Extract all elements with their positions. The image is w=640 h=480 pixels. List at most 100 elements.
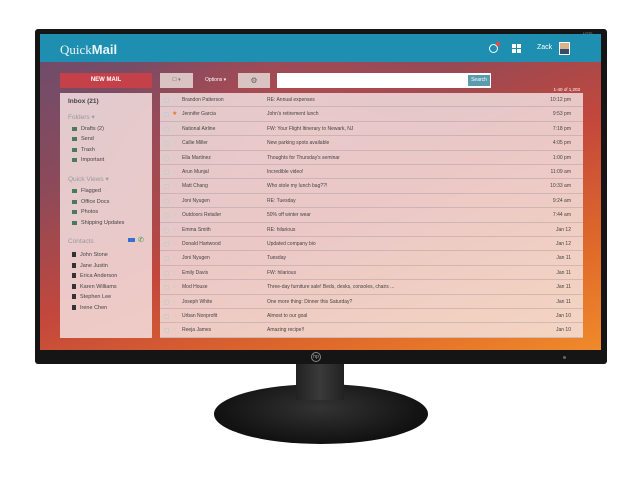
email-date: Jan 11	[556, 255, 571, 262]
row-checkbox[interactable]	[164, 155, 169, 161]
email-row[interactable]: ☆ Outdoors Retailer 50% off winter wear …	[160, 208, 583, 223]
email-row[interactable]: ☆ Urban Nonprofit Almost to our goal Jan…	[160, 309, 583, 324]
row-checkbox[interactable]	[164, 126, 169, 132]
star-icon[interactable]: ☆	[172, 140, 178, 147]
contact-item[interactable]: Jane Justin	[72, 263, 108, 269]
quick-views-heading[interactable]: Quick Views ▾	[68, 176, 109, 183]
star-icon[interactable]: ☆	[172, 125, 178, 132]
row-checkbox[interactable]	[164, 170, 169, 175]
row-checkbox[interactable]	[164, 227, 169, 233]
contact-item[interactable]: Irene Chen	[72, 305, 107, 311]
options-menu[interactable]: Options ▾	[205, 77, 227, 83]
contact-item[interactable]: Erica Anderson	[72, 273, 117, 279]
app-logo[interactable]: QuickMail	[60, 42, 118, 57]
email-subject: RE: Annual expenses	[267, 97, 315, 103]
email-row[interactable]: ☆ Arun Munjal Incredible video! 11:09 am	[160, 165, 583, 180]
row-checkbox[interactable]	[164, 270, 169, 276]
email-row[interactable]: ☆ Ella Martinez Thoughts for Thursday's …	[160, 151, 583, 165]
email-subject: Who stole my lunch bag??!	[267, 183, 328, 190]
email-row[interactable]: ☆ Emily Davis FW: hilarious Jan 11	[160, 266, 583, 281]
star-icon[interactable]: ☆	[172, 298, 178, 305]
pagination-count: 1-40 of 1,203	[553, 87, 580, 92]
search-input[interactable]	[277, 73, 491, 88]
email-row[interactable]: ☆ Emma Smith RE: hilarious Jan 12	[160, 223, 583, 237]
power-button[interactable]	[563, 356, 566, 359]
star-icon[interactable]: ☆	[172, 241, 178, 247]
row-checkbox[interactable]	[164, 314, 169, 319]
quick-view-item[interactable]: Flagged	[72, 188, 101, 194]
email-date: 9:24 am	[552, 197, 571, 204]
quick-view-item[interactable]: Office Docs	[72, 199, 109, 205]
row-checkbox[interactable]	[164, 98, 169, 103]
folder-icon	[72, 126, 77, 131]
email-row[interactable]: ☆ Brandon Patterson RE: Annual expenses …	[160, 93, 583, 108]
star-icon[interactable]: ☆	[172, 327, 178, 334]
email-sender: Ella Martinez	[182, 154, 211, 161]
email-row[interactable]: ☆ Reeja James Amazing recipe!! Jan 10	[160, 323, 583, 338]
row-checkbox[interactable]	[164, 242, 169, 247]
email-row[interactable]: ☆ Joni Nyugen Tuesday Jan 11	[160, 251, 583, 266]
email-row[interactable]: ☆ Joni Nyugen RE: Tuesday 9:24 am	[160, 194, 583, 209]
star-icon[interactable]: ☆	[172, 154, 178, 161]
folders-heading[interactable]: Folders ▾	[68, 114, 95, 121]
row-checkbox[interactable]	[164, 184, 169, 190]
apps-icon[interactable]	[512, 44, 521, 53]
row-checkbox[interactable]	[164, 213, 169, 219]
email-date: Jan 11	[556, 298, 571, 305]
email-subject: Thoughts for Thursday's seminar	[267, 154, 340, 161]
email-row[interactable]: ☆ Joseph White One more thing: Dinner th…	[160, 295, 583, 309]
quick-view-item[interactable]: Shipping Updates	[72, 220, 124, 226]
row-checkbox[interactable]	[164, 141, 169, 147]
gear-icon[interactable]: ⚙	[238, 73, 270, 88]
select-all-dropdown[interactable]: ☐ ▾	[160, 73, 193, 88]
star-icon[interactable]: ☆	[172, 269, 178, 276]
star-icon[interactable]: ☆	[172, 97, 178, 103]
folder-item[interactable]: Important	[72, 157, 104, 163]
phone-icon[interactable]: ✆	[138, 237, 144, 244]
email-row[interactable]: ★ Jennifer Garcia John's retirement lunc…	[160, 107, 583, 122]
email-row[interactable]: ☆ National Airline FW: Your Flight Itine…	[160, 122, 583, 137]
search-button[interactable]: Search	[468, 75, 490, 86]
trash-icon	[72, 147, 77, 152]
star-icon[interactable]: ★	[172, 111, 178, 118]
star-icon[interactable]: ☆	[172, 212, 178, 219]
folder-item[interactable]: Send	[72, 136, 94, 142]
row-checkbox[interactable]	[164, 285, 169, 291]
row-checkbox[interactable]	[164, 256, 169, 262]
email-date: 7:44 am	[552, 212, 571, 219]
email-subject: Tuesday	[267, 255, 286, 262]
quick-view-item[interactable]: Photos	[72, 209, 98, 215]
row-checkbox[interactable]	[164, 112, 169, 118]
email-date: 10:12 pm	[550, 97, 571, 103]
row-checkbox[interactable]	[164, 299, 169, 305]
new-mail-button[interactable]: NEW MAIL	[60, 73, 152, 88]
star-icon[interactable]: ☆	[172, 169, 178, 175]
email-row[interactable]: ☆ Donald Hartwood Updated company bio Ja…	[160, 237, 583, 252]
star-icon[interactable]: ☆	[172, 183, 178, 190]
email-subject: One more thing: Dinner this Saturday?	[267, 298, 353, 305]
contact-item[interactable]: Stephen Lee	[72, 294, 111, 300]
email-row[interactable]: ☆ Callie Miller New parking spots availa…	[160, 136, 583, 151]
star-icon[interactable]: ☆	[172, 255, 178, 262]
star-icon[interactable]: ☆	[172, 284, 178, 291]
contact-item[interactable]: Karen Williams	[72, 284, 117, 290]
row-checkbox[interactable]	[164, 198, 169, 204]
email-row[interactable]: ☆ Matt Chang Who stole my lunch bag??! 1…	[160, 179, 583, 194]
notification-icon[interactable]	[489, 42, 500, 53]
email-row[interactable]: ☆ Mod House Three-day furniture sale! Be…	[160, 280, 583, 295]
contact-item[interactable]: John Stone	[72, 252, 108, 258]
folder-item[interactable]: Trash	[72, 147, 95, 153]
email-subject: John's retirement lunch	[267, 111, 319, 118]
star-icon[interactable]: ☆	[172, 226, 178, 233]
email-sender: Donald Hartwood	[182, 241, 221, 247]
email-date: Jan 11	[556, 284, 571, 291]
avatar[interactable]	[559, 42, 570, 55]
user-name[interactable]: Zack	[537, 44, 553, 51]
sidebar-inbox[interactable]: Inbox (21)	[68, 98, 99, 105]
folder-item[interactable]: Drafts (2)	[72, 126, 104, 132]
star-icon[interactable]: ☆	[172, 313, 178, 319]
star-icon[interactable]: ☆	[172, 197, 178, 204]
video-call-icon[interactable]	[128, 238, 135, 242]
email-sender: Brandon Patterson	[182, 97, 224, 103]
row-checkbox[interactable]	[164, 328, 169, 334]
